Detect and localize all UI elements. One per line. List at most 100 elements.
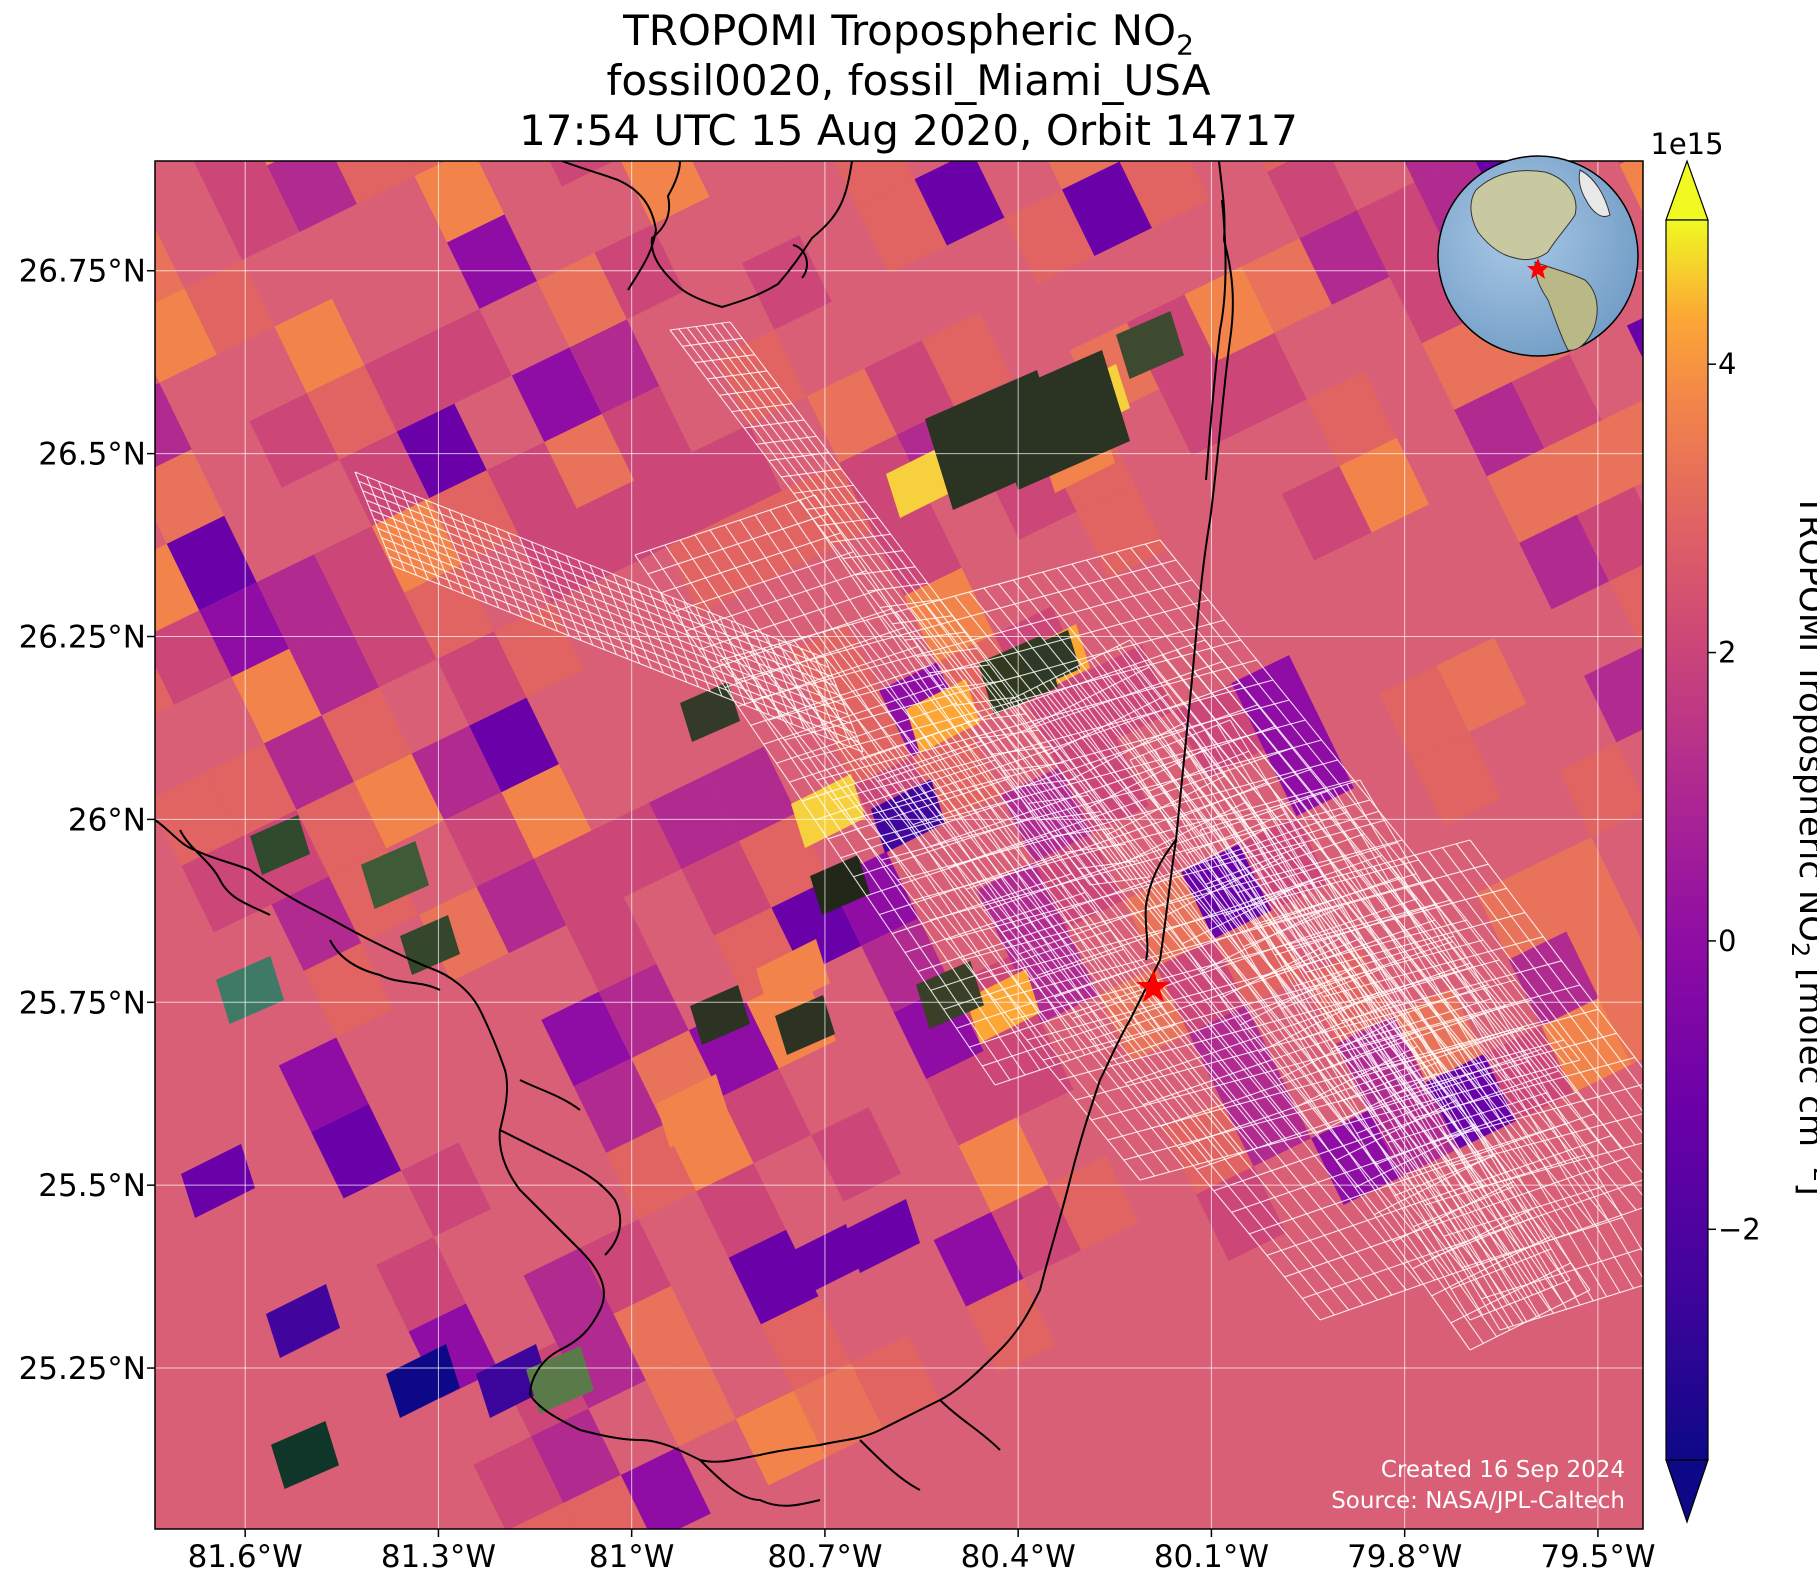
no2-pixel xyxy=(555,0,645,92)
no2-pixel xyxy=(1191,427,1282,523)
no2-pixel xyxy=(155,288,217,383)
footprint-line xyxy=(682,337,743,347)
footprint-line xyxy=(1089,876,1151,886)
footprint-line xyxy=(1178,1027,1524,1149)
footprint-line xyxy=(1231,1091,1577,1213)
no2-pixel xyxy=(1281,465,1372,561)
footprint-line xyxy=(800,639,1241,761)
no2-pixel xyxy=(22,0,112,22)
no2-pixel xyxy=(1742,242,1817,337)
no2-pixel xyxy=(155,543,200,632)
no2-pixel xyxy=(958,1117,1049,1213)
no2-pixel xyxy=(170,0,260,33)
no2-pixel xyxy=(584,641,675,737)
footprint-line xyxy=(1469,1142,1643,1191)
lon-tick-label: 80.7°W xyxy=(767,1539,882,1574)
no2-pixel xyxy=(1314,532,1405,628)
no2-pixel xyxy=(209,165,300,261)
title-subscript: 2 xyxy=(1176,28,1194,62)
colorbar-multiplier: 1e15 xyxy=(1650,127,1723,161)
no2-pixel xyxy=(281,459,372,555)
no2-pixel xyxy=(921,312,1012,407)
no2-pixel xyxy=(299,204,390,299)
footprint-line xyxy=(369,509,841,697)
footprint-line xyxy=(1019,833,1365,955)
footprint-line xyxy=(1433,1083,1643,1143)
no2-pixel xyxy=(1375,0,1465,21)
no2-pixel xyxy=(433,1208,524,1304)
footprint-swath xyxy=(1249,839,1643,1191)
no2-pixel xyxy=(1767,147,1817,242)
no2-pixel xyxy=(289,620,380,716)
no2-pixel xyxy=(1163,1099,1254,1195)
footprint-line xyxy=(1304,911,1526,974)
footprint-line xyxy=(1148,750,1250,792)
no2-pixel xyxy=(296,781,387,877)
footprint-line xyxy=(1469,1289,1591,1351)
no2-pixel xyxy=(465,0,555,53)
lon-tick-label: 79.5°W xyxy=(1540,1539,1655,1574)
title-line-2: fossil0020, fossil_Miami_USA xyxy=(606,56,1211,105)
no2-pixel xyxy=(184,260,275,355)
footprint-line xyxy=(1107,941,1453,1063)
no2-pixel xyxy=(1670,0,1760,42)
footprint-line xyxy=(1262,937,1363,979)
no2-pixel xyxy=(155,519,167,550)
no2-pixel xyxy=(559,736,649,831)
no2-pixel xyxy=(1094,227,1185,323)
no2-pixel xyxy=(1494,609,1585,704)
no2-pixel xyxy=(1138,1194,1229,1290)
footprint-line xyxy=(1059,959,1500,1081)
no2-pixel xyxy=(216,326,307,422)
no2-pixel xyxy=(1317,0,1407,49)
no2-pixel xyxy=(1598,976,1643,1065)
footprint-line xyxy=(1393,1181,1514,1243)
lon-tick-label: 80.1°W xyxy=(1154,1539,1269,1574)
no2-pixel xyxy=(1190,161,1268,200)
no2-pixel xyxy=(1249,399,1340,495)
no2-pixel xyxy=(926,1051,1017,1146)
no2-pixel xyxy=(850,18,940,113)
no2-pixel xyxy=(760,0,850,74)
no2-pixel xyxy=(30,89,120,184)
no2-pixel-highlight xyxy=(791,774,865,848)
footprint-line xyxy=(1387,1091,1548,1144)
no2-pixel xyxy=(1619,161,1643,213)
no2-pixel xyxy=(491,1180,582,1276)
footprint-line xyxy=(736,559,1177,681)
footprint-line xyxy=(842,549,904,560)
no2-pixel xyxy=(1465,0,1555,60)
no2-pixel xyxy=(997,28,1087,123)
no2-pixel xyxy=(1429,476,1520,571)
no2-pixel xyxy=(193,161,268,194)
no2-pixel xyxy=(1241,238,1332,333)
no2-pixel xyxy=(876,1240,967,1335)
no2-pixel xyxy=(1511,353,1602,449)
no2-pixel xyxy=(569,319,660,414)
no2-pixel xyxy=(264,715,355,810)
no2-pixel xyxy=(354,753,444,849)
footprint-line xyxy=(1009,639,1131,701)
no2-pixel xyxy=(1159,360,1250,456)
no2-pixel-highlight xyxy=(906,679,980,753)
colorbar-gradient xyxy=(1665,219,1709,1461)
footprint-line xyxy=(377,527,849,715)
no2-pixel xyxy=(376,1237,467,1332)
no2-pixel xyxy=(811,1107,902,1202)
no2-pixel xyxy=(379,659,470,754)
footprint-line xyxy=(830,533,891,543)
no2-pixel xyxy=(940,56,1030,151)
no2-pixel xyxy=(588,1380,679,1475)
footprint-line xyxy=(1182,883,1303,945)
no2-pixel xyxy=(1558,742,1643,837)
no2-pixel xyxy=(1623,894,1643,943)
footprint-line xyxy=(827,778,1009,840)
no2-pixel xyxy=(155,382,192,468)
no2-pixel xyxy=(155,373,160,385)
no2-pixel xyxy=(908,1306,999,1402)
footprint-line xyxy=(814,759,996,821)
credit-source: Source: NASA/JPL-Caltech xyxy=(1331,1488,1625,1514)
footprint-line xyxy=(358,480,830,668)
footprint-line xyxy=(731,403,792,413)
no2-pixel xyxy=(1119,161,1121,162)
